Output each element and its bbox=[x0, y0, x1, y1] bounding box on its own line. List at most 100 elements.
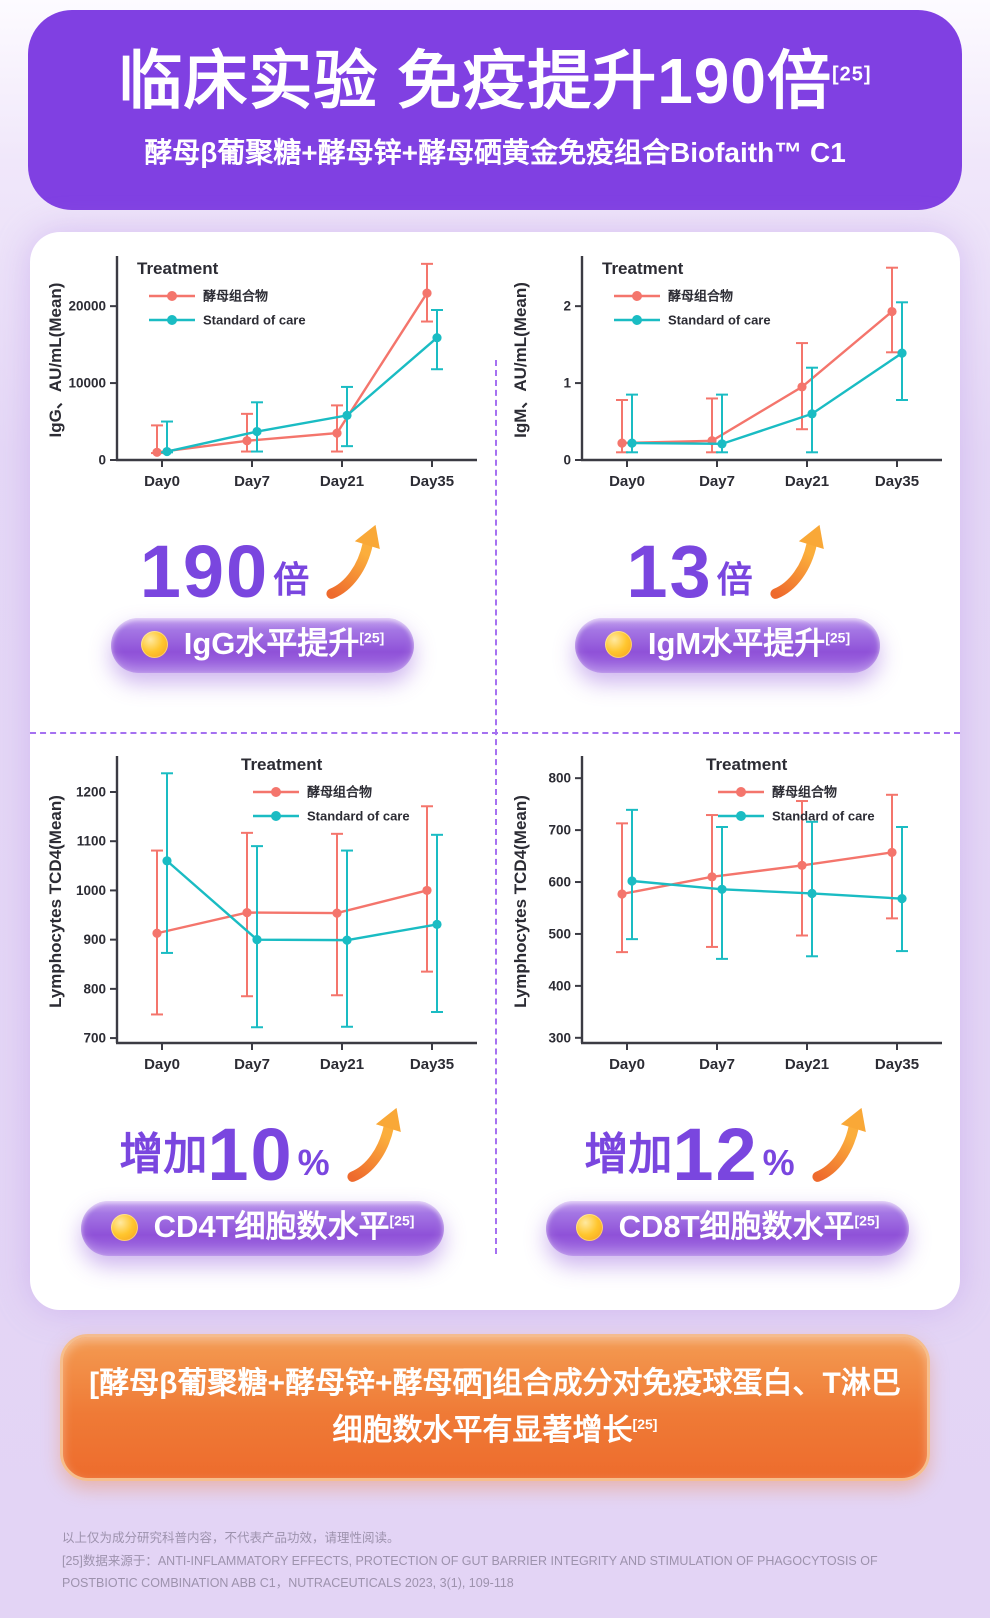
up-arrow-icon bbox=[770, 524, 824, 599]
stat-prefix: 增加 bbox=[119, 1130, 208, 1179]
svg-text:Standard of care: Standard of care bbox=[203, 313, 306, 328]
svg-text:Day21: Day21 bbox=[319, 1056, 363, 1073]
vertical-dashed-divider bbox=[495, 360, 497, 1254]
page-subtitle: 酵母β葡聚糖+酵母锌+酵母硒黄金免疫组合Biofaith™ C1 bbox=[144, 137, 846, 168]
svg-text:IgG、AU/mL(Mean): IgG、AU/mL(Mean) bbox=[46, 283, 65, 438]
svg-text:20000: 20000 bbox=[68, 299, 106, 314]
svg-text:400: 400 bbox=[548, 978, 571, 993]
svg-text:1: 1 bbox=[563, 376, 571, 391]
stat-unit: 倍 bbox=[273, 559, 310, 600]
up-arrow-icon bbox=[326, 524, 381, 599]
svg-text:Day7: Day7 bbox=[234, 473, 270, 490]
pill-text: CD8T细胞数水平 bbox=[618, 1209, 855, 1244]
pill-label: CD4T细胞数水平[25] bbox=[153, 1209, 415, 1244]
bullet-dot-icon bbox=[604, 630, 632, 658]
page-title-footnote: [25] bbox=[831, 63, 872, 86]
quadrant-igm: 0 1 2 Day0 Day7 Day21 Day35 IgM、AU/mL(Mean) Trea… bbox=[495, 232, 960, 732]
pill-text: IgM水平提升 bbox=[647, 626, 826, 661]
svg-text:700: 700 bbox=[83, 1031, 106, 1046]
footnotes: 以上仅为成分研究科普内容，不代表产品功效，请理性阅读。 [25]数据来源于：AN… bbox=[62, 1527, 928, 1595]
cd8t-pill: CD8T细胞数水平[25] bbox=[545, 1201, 910, 1257]
pill-label: CD8T细胞数水平[25] bbox=[618, 1209, 880, 1244]
conclusion-footnote: [25] bbox=[632, 1415, 658, 1432]
igg-stat: 190 倍 bbox=[139, 522, 385, 613]
igm-stat: 13 倍 bbox=[626, 522, 828, 613]
source-line: [25]数据来源于：ANTI-INFLAMMATORY EFFECTS, PRO… bbox=[62, 1553, 878, 1591]
page-title: 临床实验 免疫提升190倍[25] bbox=[118, 49, 871, 113]
svg-text:IgM、AU/mL(Mean): IgM、AU/mL(Mean) bbox=[511, 282, 530, 438]
svg-text:0: 0 bbox=[563, 453, 571, 468]
svg-text:800: 800 bbox=[548, 771, 571, 786]
igg-pill: IgG水平提升[25] bbox=[110, 618, 415, 674]
conclusion-text: [酵母β葡聚糖+酵母锌+酵母硒]组合成分对免疫球蛋白、T淋巴细胞数水平有显著增长 bbox=[89, 1367, 901, 1447]
cd4t-pill: CD4T细胞数水平[25] bbox=[80, 1201, 445, 1257]
svg-text:酵母组合物: 酵母组合物 bbox=[203, 289, 268, 304]
svg-text:Treatment: Treatment bbox=[706, 755, 788, 774]
svg-text:Lymphocytes TCD4(Mean): Lymphocytes TCD4(Mean) bbox=[511, 795, 530, 1008]
bullet-dot-icon bbox=[140, 630, 168, 658]
svg-text:Day0: Day0 bbox=[609, 473, 645, 490]
cd4t-stat: 增加 10 % bbox=[119, 1105, 405, 1196]
pill-footnote: [25] bbox=[389, 1212, 415, 1229]
stat-unit: 倍 bbox=[716, 559, 753, 600]
igg-line-chart: 0 10000 20000 Day0 Day7 Day21 Day35 IgG、AU/mL(M… bbox=[46, 256, 477, 490]
svg-text:600: 600 bbox=[548, 875, 571, 890]
cd8t-line-chart: 300 400 500 600 700 800 Day0 Day7 Day21 Day35 Lymp… bbox=[511, 755, 942, 1073]
svg-text:Day21: Day21 bbox=[784, 473, 828, 490]
svg-text:1200: 1200 bbox=[75, 784, 105, 799]
charts-card: 0 10000 20000 Day0 Day7 Day21 Day35 IgG、AU/mL(M… bbox=[30, 232, 960, 1310]
svg-text:Treatment: Treatment bbox=[241, 755, 323, 774]
stat-number: 13 bbox=[626, 529, 713, 613]
header-banner: 临床实验 免疫提升190倍[25] 酵母β葡聚糖+酵母锌+酵母硒黄金免疫组合Bi… bbox=[28, 10, 962, 210]
svg-text:900: 900 bbox=[83, 932, 106, 947]
igm-pill: IgM水平提升[25] bbox=[574, 618, 881, 674]
cd8t-stat: 增加 12 % bbox=[584, 1105, 870, 1196]
svg-text:Day7: Day7 bbox=[699, 473, 735, 490]
stat-number: 190 bbox=[139, 529, 270, 613]
svg-text:10000: 10000 bbox=[68, 376, 106, 391]
stat-number: 12 bbox=[672, 1112, 759, 1196]
pill-text: CD4T细胞数水平 bbox=[153, 1209, 390, 1244]
quadrant-cd8t: 300 400 500 600 700 800 Day0 Day7 Day21 Day35 Lymp… bbox=[495, 732, 960, 1310]
svg-text:Day35: Day35 bbox=[409, 1056, 453, 1073]
svg-text:1000: 1000 bbox=[75, 883, 105, 898]
bullet-dot-icon bbox=[110, 1213, 138, 1241]
pill-text: IgG水平提升 bbox=[183, 626, 360, 661]
svg-text:Day35: Day35 bbox=[409, 473, 453, 490]
svg-text:酵母组合物: 酵母组合物 bbox=[307, 785, 372, 800]
stat-number: 10 bbox=[207, 1112, 294, 1196]
stat-unit: % bbox=[762, 1142, 795, 1183]
svg-text:800: 800 bbox=[83, 981, 106, 996]
svg-text:Day35: Day35 bbox=[874, 1056, 918, 1073]
stat-prefix: 增加 bbox=[584, 1130, 673, 1179]
svg-text:Day7: Day7 bbox=[234, 1056, 270, 1073]
svg-text:Day7: Day7 bbox=[699, 1056, 735, 1073]
quadrant-cd4t: 700 800 900 1000 1100 1200 Day0 Day7 Day21 Day35 L… bbox=[30, 732, 495, 1310]
svg-text:Lymphocytes TCD4(Mean): Lymphocytes TCD4(Mean) bbox=[46, 795, 65, 1008]
svg-text:0: 0 bbox=[98, 453, 106, 468]
stat-unit: % bbox=[297, 1142, 330, 1183]
pill-label: IgM水平提升[25] bbox=[647, 626, 851, 661]
disclaimer-line: 以上仅为成分研究科普内容，不代表产品功效，请理性阅读。 bbox=[62, 1531, 400, 1545]
pill-footnote: [25] bbox=[825, 629, 851, 646]
svg-text:Day0: Day0 bbox=[609, 1056, 645, 1073]
svg-text:Day0: Day0 bbox=[144, 473, 180, 490]
svg-text:700: 700 bbox=[548, 823, 571, 838]
svg-text:酵母组合物: 酵母组合物 bbox=[668, 289, 733, 304]
svg-text:Standard of care: Standard of care bbox=[668, 313, 771, 328]
cd4t-line-chart: 700 800 900 1000 1100 1200 Day0 Day7 Day21 Day35 L… bbox=[46, 755, 477, 1073]
bullet-dot-icon bbox=[575, 1213, 603, 1241]
svg-text:Standard of care: Standard of care bbox=[307, 809, 410, 824]
pill-footnote: [25] bbox=[854, 1212, 880, 1229]
svg-text:Treatment: Treatment bbox=[137, 259, 219, 278]
svg-text:Day21: Day21 bbox=[319, 473, 363, 490]
charts-grid: 0 10000 20000 Day0 Day7 Day21 Day35 IgG、AU/mL(M… bbox=[30, 232, 960, 1310]
conclusion-banner: [酵母β葡聚糖+酵母锌+酵母硒]组合成分对免疫球蛋白、T淋巴细胞数水平有显著增长… bbox=[60, 1334, 930, 1481]
svg-text:Standard of care: Standard of care bbox=[772, 809, 875, 824]
pill-footnote: [25] bbox=[359, 629, 385, 646]
svg-text:Day35: Day35 bbox=[874, 473, 918, 490]
igm-line-chart: 0 1 2 Day0 Day7 Day21 Day35 IgM、AU/mL(Mean) Trea… bbox=[511, 256, 942, 490]
svg-text:Day0: Day0 bbox=[144, 1056, 180, 1073]
page-title-text: 临床实验 免疫提升190倍 bbox=[118, 45, 832, 117]
pill-label: IgG水平提升[25] bbox=[183, 626, 385, 661]
